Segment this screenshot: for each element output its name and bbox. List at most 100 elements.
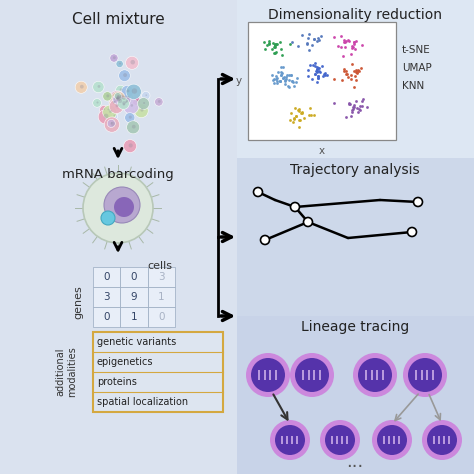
Circle shape	[290, 353, 334, 397]
Circle shape	[120, 91, 134, 105]
Bar	[365, 370, 367, 380]
Bar	[415, 370, 417, 380]
Circle shape	[111, 91, 126, 106]
Circle shape	[80, 85, 84, 89]
Circle shape	[275, 425, 305, 455]
Circle shape	[155, 98, 163, 106]
Circle shape	[111, 122, 112, 124]
Text: genes: genes	[73, 285, 83, 319]
Circle shape	[118, 98, 129, 109]
Circle shape	[100, 106, 108, 114]
Circle shape	[103, 109, 105, 110]
Circle shape	[158, 100, 161, 103]
Bar	[292, 436, 293, 444]
Circle shape	[98, 109, 112, 124]
Bar	[319, 370, 321, 380]
Circle shape	[97, 101, 99, 103]
Circle shape	[114, 91, 128, 104]
Circle shape	[122, 98, 130, 107]
Circle shape	[116, 96, 121, 100]
Circle shape	[122, 96, 132, 106]
Circle shape	[137, 98, 149, 109]
Bar	[383, 436, 385, 444]
Circle shape	[83, 173, 153, 243]
Circle shape	[103, 105, 117, 119]
Bar	[438, 436, 440, 444]
Circle shape	[101, 211, 115, 225]
Circle shape	[127, 121, 140, 134]
Circle shape	[104, 117, 119, 132]
Bar	[248, 22, 396, 140]
Bar	[346, 436, 348, 444]
Circle shape	[114, 98, 116, 100]
Circle shape	[251, 358, 285, 392]
Circle shape	[126, 84, 141, 100]
Circle shape	[113, 101, 115, 103]
Circle shape	[353, 353, 397, 397]
Bar	[93, 287, 120, 307]
Bar	[420, 370, 422, 380]
Circle shape	[116, 97, 120, 101]
Circle shape	[320, 420, 360, 460]
Circle shape	[132, 97, 140, 105]
Bar	[275, 370, 277, 380]
Circle shape	[123, 103, 125, 106]
Circle shape	[113, 95, 121, 103]
Circle shape	[146, 94, 147, 96]
Text: mRNA barcoding: mRNA barcoding	[62, 168, 174, 181]
Bar	[148, 307, 175, 327]
Bar	[331, 436, 333, 444]
Text: t-SNE: t-SNE	[402, 45, 431, 55]
Bar	[341, 436, 343, 444]
Bar	[237, 0, 474, 158]
Circle shape	[104, 187, 140, 223]
Circle shape	[114, 115, 115, 116]
Circle shape	[246, 353, 290, 397]
Text: KNN: KNN	[402, 81, 424, 91]
Bar	[376, 370, 378, 380]
Circle shape	[123, 98, 139, 114]
Circle shape	[408, 228, 417, 237]
Circle shape	[113, 94, 123, 104]
Bar	[269, 370, 271, 380]
Circle shape	[118, 99, 122, 103]
Circle shape	[110, 122, 115, 126]
Circle shape	[372, 420, 412, 460]
Circle shape	[125, 101, 128, 103]
Text: epigenetics: epigenetics	[97, 357, 154, 367]
Bar	[388, 436, 390, 444]
Circle shape	[119, 95, 124, 99]
Circle shape	[128, 143, 133, 147]
Text: Cell mixture: Cell mixture	[72, 12, 164, 27]
Bar	[371, 370, 373, 380]
Circle shape	[377, 425, 407, 455]
Circle shape	[136, 100, 137, 101]
Circle shape	[122, 96, 126, 100]
Bar	[0, 0, 237, 474]
Circle shape	[408, 358, 442, 392]
Circle shape	[126, 56, 138, 69]
Circle shape	[125, 113, 135, 123]
Circle shape	[113, 56, 116, 59]
Text: 9: 9	[131, 292, 137, 302]
Bar	[264, 370, 265, 380]
Circle shape	[98, 85, 100, 88]
Bar	[93, 267, 120, 287]
Circle shape	[427, 425, 457, 455]
Circle shape	[111, 94, 127, 109]
Circle shape	[123, 73, 127, 77]
Circle shape	[117, 95, 119, 97]
Circle shape	[116, 60, 123, 68]
Bar	[313, 370, 315, 380]
Bar	[296, 436, 298, 444]
Text: 0: 0	[131, 272, 137, 282]
Bar	[336, 436, 338, 444]
Circle shape	[142, 91, 150, 100]
Bar	[432, 370, 434, 380]
Circle shape	[121, 85, 134, 98]
Circle shape	[116, 104, 118, 107]
Circle shape	[103, 91, 112, 101]
Circle shape	[413, 198, 422, 207]
Text: Trajectory analysis: Trajectory analysis	[290, 163, 420, 177]
Text: spatial localization: spatial localization	[97, 397, 188, 407]
